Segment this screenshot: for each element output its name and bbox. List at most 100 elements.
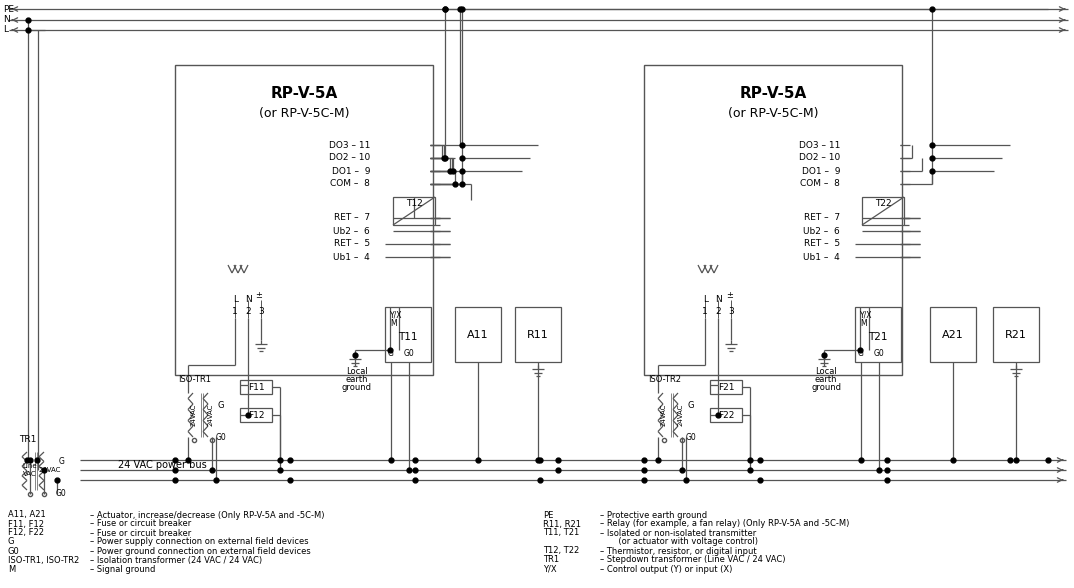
Text: Ub2 –  6: Ub2 – 6 [803,226,840,236]
Text: G: G [218,400,224,409]
Text: G0: G0 [8,546,19,556]
Text: T21: T21 [868,332,888,342]
Text: – Protective earth ground: – Protective earth ground [600,510,707,520]
Text: F11: F11 [248,383,264,392]
Text: F12: F12 [248,410,264,419]
Text: RET –  7: RET – 7 [334,213,371,222]
Text: DO3 – 11: DO3 – 11 [799,141,840,149]
Text: A21: A21 [942,330,963,340]
Text: 24VAC: 24VAC [678,404,684,426]
Bar [862,197,904,225]
Text: – Thermistor, resistor, or digital input: – Thermistor, resistor, or digital input [600,546,756,556]
Text: M: M [8,564,15,573]
Text: G0: G0 [56,489,67,499]
Text: T22: T22 [874,199,891,209]
Text: – Signal ground: – Signal ground [90,564,156,573]
Text: Ub1 –  4: Ub1 – 4 [333,252,371,262]
Text: Ub1 –  4: Ub1 – 4 [803,252,840,262]
Text: G: G [687,400,694,409]
Text: ISO-TR1, ISO-TR2: ISO-TR1, ISO-TR2 [8,556,79,564]
Text: G0: G0 [404,349,415,358]
Text: – Stepdown transformer (Line VAC / 24 VAC): – Stepdown transformer (Line VAC / 24 VA… [600,556,785,564]
Text: Line
VAC: Line VAC [23,463,38,476]
Text: (or RP-V-5C-M): (or RP-V-5C-M) [728,106,818,119]
Text: Y/X: Y/X [390,310,403,319]
Text: ISO-TR2: ISO-TR2 [648,375,681,383]
Text: PE: PE [543,510,553,520]
Text: 2: 2 [245,306,251,316]
Text: – Isolated or non-isolated transmitter: – Isolated or non-isolated transmitter [600,529,756,537]
Text: R11: R11 [527,330,549,340]
Bar [855,307,901,362]
Text: 3: 3 [728,306,734,316]
Text: Y/X: Y/X [860,310,872,319]
Text: DO2 – 10: DO2 – 10 [329,153,371,162]
Bar [240,380,272,394]
Text: 24VAC: 24VAC [191,404,197,426]
Text: Local: Local [346,366,368,376]
Text: F11, F12: F11, F12 [8,520,44,529]
Text: ±: ± [256,290,262,299]
Text: – Power ground connection on external field devices: – Power ground connection on external fi… [90,546,310,556]
Text: G0: G0 [686,433,697,442]
Text: earth: earth [815,375,838,383]
Text: 24VAC: 24VAC [39,467,61,473]
Text: R21: R21 [1005,330,1027,340]
Text: Y/X: Y/X [543,564,556,573]
Text: L: L [233,295,238,303]
Text: ground: ground [342,383,372,392]
Bar [240,408,272,422]
Text: COM –  8: COM – 8 [800,179,840,189]
Text: ISO-TR1: ISO-TR1 [178,375,211,383]
Text: RP-V-5A: RP-V-5A [739,85,807,101]
Text: RET –  5: RET – 5 [334,239,371,249]
Text: L: L [3,25,8,35]
Text: A11, A21: A11, A21 [8,510,46,520]
Text: F12, F22: F12, F22 [8,529,44,537]
Text: (or RP-V-5C-M): (or RP-V-5C-M) [259,106,349,119]
Text: COM –  8: COM – 8 [330,179,371,189]
Text: R11, R21: R11, R21 [543,520,581,529]
Text: RET –  7: RET – 7 [803,213,840,222]
Text: T12, T22: T12, T22 [543,546,579,556]
Text: M: M [390,319,396,328]
Text: T12: T12 [406,199,422,209]
Text: M: M [860,319,867,328]
Text: 24VAC: 24VAC [208,404,214,426]
Text: L: L [703,295,709,303]
Text: – Fuse or circuit breaker: – Fuse or circuit breaker [90,520,191,529]
Bar [710,408,742,422]
Text: DO1 –  9: DO1 – 9 [801,166,840,175]
Text: N: N [715,295,723,303]
Bar [175,65,433,375]
Text: G0: G0 [216,433,227,442]
Text: earth: earth [346,375,368,383]
Text: 2: 2 [715,306,721,316]
Bar [710,380,742,394]
Text: G: G [59,457,64,466]
Text: G: G [8,537,15,546]
Text: DO1 –  9: DO1 – 9 [332,166,371,175]
Text: DO3 – 11: DO3 – 11 [329,141,371,149]
Text: 1: 1 [232,306,237,316]
Text: – Relay (for example, a fan relay) (Only RP-V-5A and -5C-M): – Relay (for example, a fan relay) (Only… [600,520,850,529]
Bar [644,65,902,375]
Text: T11, T21: T11, T21 [543,529,579,537]
Bar [384,307,431,362]
Bar [393,197,435,225]
Text: ground: ground [811,383,841,392]
Text: N: N [246,295,252,303]
Text: DO2 – 10: DO2 – 10 [799,153,840,162]
Text: – Actuator, increase/decrease (Only RP-V-5A and -5C-M): – Actuator, increase/decrease (Only RP-V… [90,510,324,520]
Text: Local: Local [815,366,837,376]
Text: F22: F22 [717,410,735,419]
Text: F21: F21 [717,383,735,392]
Text: – Fuse or circuit breaker: – Fuse or circuit breaker [90,529,191,537]
Text: N: N [3,15,10,25]
Text: T11: T11 [398,332,418,342]
Text: RET –  5: RET – 5 [803,239,840,249]
Text: 3: 3 [258,306,264,316]
Text: RP-V-5A: RP-V-5A [271,85,337,101]
Text: A11: A11 [467,330,489,340]
Text: ±: ± [727,290,734,299]
